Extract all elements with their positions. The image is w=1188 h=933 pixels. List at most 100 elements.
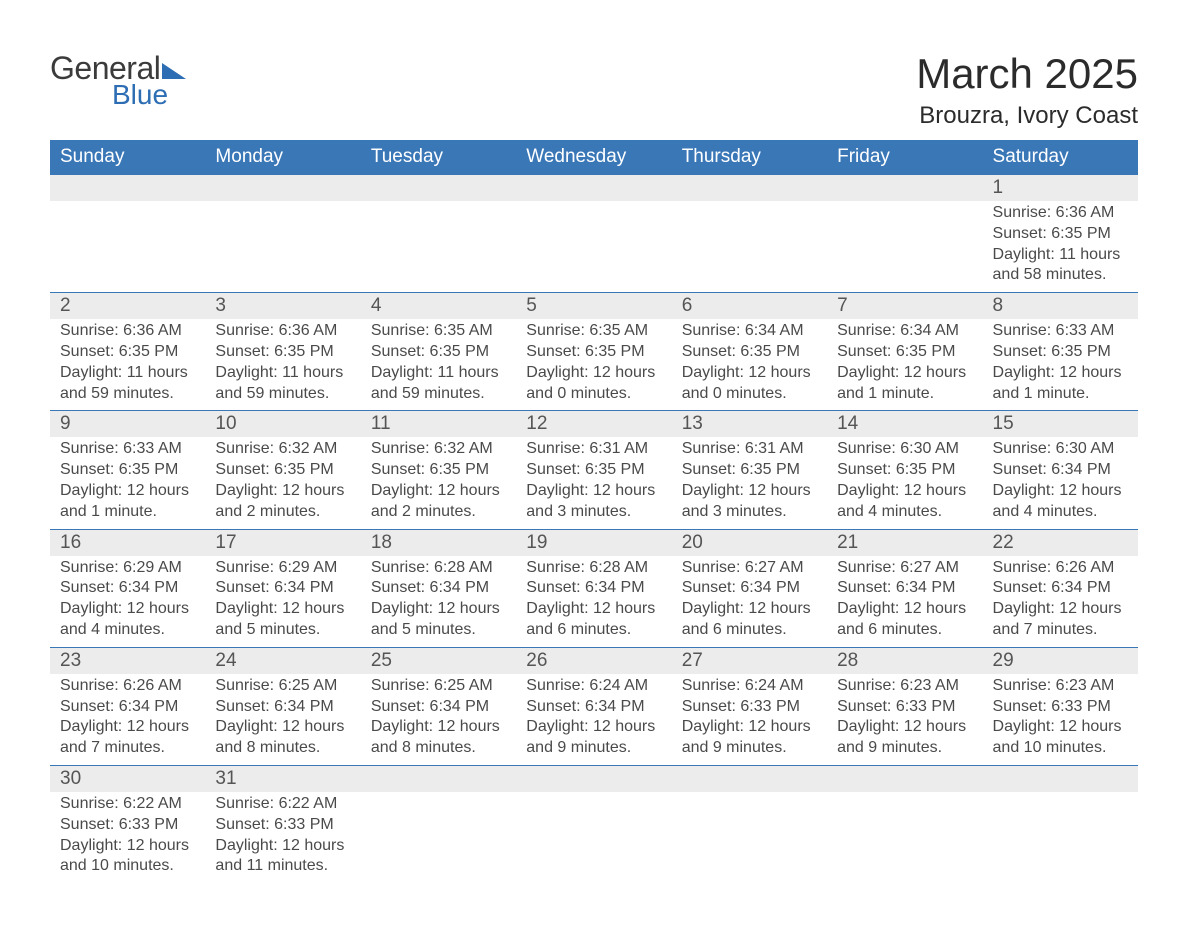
- sunset-text: Sunset: 6:35 PM: [526, 342, 661, 363]
- day-data-cell: Sunrise: 6:29 AMSunset: 6:34 PMDaylight:…: [50, 556, 205, 648]
- month-title: March 2025: [916, 50, 1138, 98]
- sunrise-text: Sunrise: 6:27 AM: [682, 558, 817, 579]
- sunrise-text: Sunrise: 6:29 AM: [215, 558, 350, 579]
- daylight-text: Daylight: 11 hours and 59 minutes.: [371, 363, 506, 405]
- daylight-text: Daylight: 12 hours and 6 minutes.: [837, 599, 972, 641]
- sunset-text: Sunset: 6:35 PM: [682, 342, 817, 363]
- day-number-cell: 27: [672, 647, 827, 674]
- day-data-cell: [827, 792, 982, 883]
- day-number-cell: 5: [516, 293, 671, 320]
- day-data-cell: Sunrise: 6:33 AMSunset: 6:35 PMDaylight:…: [50, 437, 205, 529]
- daylight-text: Daylight: 12 hours and 10 minutes.: [993, 717, 1128, 759]
- brand-flag-icon: [162, 63, 186, 79]
- header: General Blue March 2025 Brouzra, Ivory C…: [50, 50, 1138, 130]
- day-data-cell: Sunrise: 6:27 AMSunset: 6:34 PMDaylight:…: [672, 556, 827, 648]
- daylight-text: Daylight: 12 hours and 4 minutes.: [993, 481, 1128, 523]
- title-block: March 2025 Brouzra, Ivory Coast: [916, 50, 1138, 130]
- day-data-cell: [205, 201, 360, 293]
- day-number-cell: 15: [983, 411, 1138, 438]
- daylight-text: Daylight: 12 hours and 0 minutes.: [682, 363, 817, 405]
- day-data-cell: Sunrise: 6:22 AMSunset: 6:33 PMDaylight:…: [205, 792, 360, 883]
- sunrise-text: Sunrise: 6:34 AM: [837, 321, 972, 342]
- daylight-text: Daylight: 12 hours and 8 minutes.: [215, 717, 350, 759]
- daylight-text: Daylight: 12 hours and 9 minutes.: [682, 717, 817, 759]
- sunrise-text: Sunrise: 6:24 AM: [526, 676, 661, 697]
- daylight-text: Daylight: 11 hours and 59 minutes.: [60, 363, 195, 405]
- sunset-text: Sunset: 6:34 PM: [215, 697, 350, 718]
- daylight-text: Daylight: 11 hours and 59 minutes.: [215, 363, 350, 405]
- sunset-text: Sunset: 6:35 PM: [60, 342, 195, 363]
- day-data-cell: [516, 792, 671, 883]
- sunrise-text: Sunrise: 6:35 AM: [526, 321, 661, 342]
- day-data-cell: [827, 201, 982, 293]
- daylight-text: Daylight: 12 hours and 3 minutes.: [526, 481, 661, 523]
- sunrise-text: Sunrise: 6:32 AM: [215, 439, 350, 460]
- day-data-cell: Sunrise: 6:32 AMSunset: 6:35 PMDaylight:…: [205, 437, 360, 529]
- sunrise-text: Sunrise: 6:36 AM: [60, 321, 195, 342]
- sunset-text: Sunset: 6:34 PM: [60, 578, 195, 599]
- day-header: Friday: [827, 140, 982, 175]
- sunset-text: Sunset: 6:35 PM: [215, 460, 350, 481]
- day-number-cell: 2: [50, 293, 205, 320]
- day-number-cell: 12: [516, 411, 671, 438]
- day-number-cell: 9: [50, 411, 205, 438]
- sunrise-text: Sunrise: 6:34 AM: [682, 321, 817, 342]
- day-data-row: Sunrise: 6:26 AMSunset: 6:34 PMDaylight:…: [50, 674, 1138, 766]
- day-number-row: 9101112131415: [50, 411, 1138, 438]
- calendar-table: SundayMondayTuesdayWednesdayThursdayFrid…: [50, 140, 1138, 883]
- day-number-cell: [205, 175, 360, 202]
- day-data-cell: Sunrise: 6:29 AMSunset: 6:34 PMDaylight:…: [205, 556, 360, 648]
- daylight-text: Daylight: 12 hours and 1 minute.: [837, 363, 972, 405]
- day-number-cell: 7: [827, 293, 982, 320]
- sunrise-text: Sunrise: 6:31 AM: [526, 439, 661, 460]
- sunrise-text: Sunrise: 6:30 AM: [837, 439, 972, 460]
- sunset-text: Sunset: 6:33 PM: [682, 697, 817, 718]
- daylight-text: Daylight: 12 hours and 9 minutes.: [526, 717, 661, 759]
- day-number-cell: 10: [205, 411, 360, 438]
- sunset-text: Sunset: 6:35 PM: [993, 224, 1128, 245]
- day-number-cell: [672, 175, 827, 202]
- day-number-cell: [516, 765, 671, 792]
- daylight-text: Daylight: 12 hours and 4 minutes.: [837, 481, 972, 523]
- day-data-cell: Sunrise: 6:28 AMSunset: 6:34 PMDaylight:…: [516, 556, 671, 648]
- day-number-cell: [827, 175, 982, 202]
- day-data-cell: Sunrise: 6:30 AMSunset: 6:35 PMDaylight:…: [827, 437, 982, 529]
- day-header-row: SundayMondayTuesdayWednesdayThursdayFrid…: [50, 140, 1138, 175]
- sunrise-text: Sunrise: 6:32 AM: [371, 439, 506, 460]
- sunrise-text: Sunrise: 6:36 AM: [993, 203, 1128, 224]
- day-data-cell: Sunrise: 6:24 AMSunset: 6:34 PMDaylight:…: [516, 674, 671, 766]
- day-data-cell: [516, 201, 671, 293]
- sunset-text: Sunset: 6:35 PM: [215, 342, 350, 363]
- sunset-text: Sunset: 6:33 PM: [837, 697, 972, 718]
- day-data-cell: [50, 201, 205, 293]
- sunrise-text: Sunrise: 6:23 AM: [837, 676, 972, 697]
- day-data-cell: Sunrise: 6:30 AMSunset: 6:34 PMDaylight:…: [983, 437, 1138, 529]
- daylight-text: Daylight: 12 hours and 7 minutes.: [993, 599, 1128, 641]
- day-data-row: Sunrise: 6:29 AMSunset: 6:34 PMDaylight:…: [50, 556, 1138, 648]
- day-number-row: 2345678: [50, 293, 1138, 320]
- day-number-cell: 30: [50, 765, 205, 792]
- day-number-cell: 13: [672, 411, 827, 438]
- day-data-cell: Sunrise: 6:36 AMSunset: 6:35 PMDaylight:…: [205, 319, 360, 411]
- sunset-text: Sunset: 6:35 PM: [837, 342, 972, 363]
- day-data-cell: [361, 201, 516, 293]
- sunrise-text: Sunrise: 6:35 AM: [371, 321, 506, 342]
- day-data-cell: Sunrise: 6:32 AMSunset: 6:35 PMDaylight:…: [361, 437, 516, 529]
- day-data-row: Sunrise: 6:36 AMSunset: 6:35 PMDaylight:…: [50, 201, 1138, 293]
- sunset-text: Sunset: 6:34 PM: [371, 578, 506, 599]
- sunset-text: Sunset: 6:34 PM: [215, 578, 350, 599]
- sunset-text: Sunset: 6:35 PM: [682, 460, 817, 481]
- day-header: Thursday: [672, 140, 827, 175]
- sunrise-text: Sunrise: 6:31 AM: [682, 439, 817, 460]
- day-data-cell: Sunrise: 6:24 AMSunset: 6:33 PMDaylight:…: [672, 674, 827, 766]
- day-number-cell: [672, 765, 827, 792]
- day-number-cell: [827, 765, 982, 792]
- sunset-text: Sunset: 6:33 PM: [993, 697, 1128, 718]
- daylight-text: Daylight: 12 hours and 5 minutes.: [371, 599, 506, 641]
- day-data-row: Sunrise: 6:22 AMSunset: 6:33 PMDaylight:…: [50, 792, 1138, 883]
- day-data-cell: Sunrise: 6:34 AMSunset: 6:35 PMDaylight:…: [672, 319, 827, 411]
- sunrise-text: Sunrise: 6:24 AM: [682, 676, 817, 697]
- daylight-text: Daylight: 12 hours and 8 minutes.: [371, 717, 506, 759]
- day-data-cell: Sunrise: 6:26 AMSunset: 6:34 PMDaylight:…: [50, 674, 205, 766]
- sunset-text: Sunset: 6:33 PM: [60, 815, 195, 836]
